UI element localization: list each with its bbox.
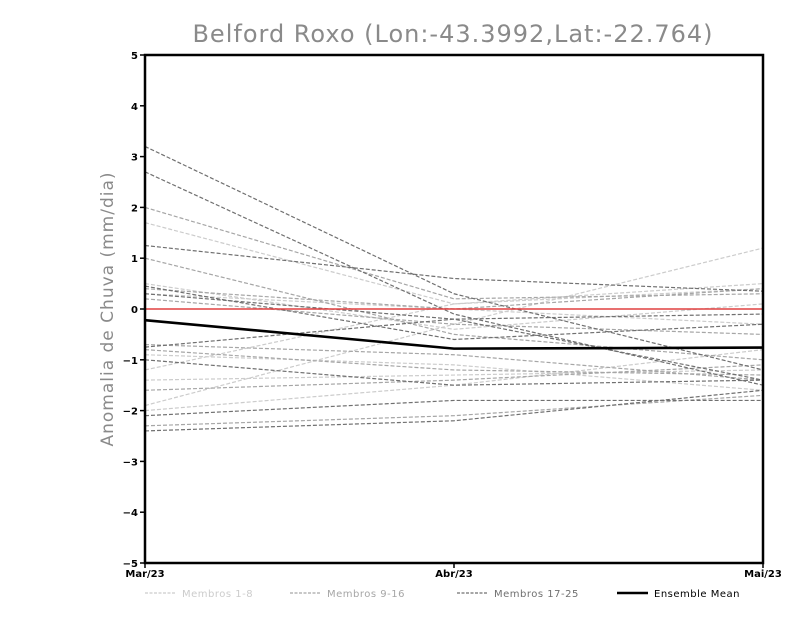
y-tick-label: −3	[123, 457, 138, 468]
member-line-g3-9	[144, 293, 764, 381]
y-tick-label: −4	[123, 508, 138, 519]
x-tick-label: Mar/23	[125, 569, 164, 580]
member-line-g3-3	[144, 244, 764, 292]
y-tick-label: −2	[123, 407, 138, 418]
member-line-g3-7	[144, 399, 763, 417]
member-line-g3-2	[144, 171, 764, 386]
y-tick-label: 2	[131, 203, 138, 214]
legend-label: Ensemble Mean	[654, 589, 740, 600]
member-line-g2-7	[144, 349, 764, 376]
member-line-g2-1	[144, 206, 764, 300]
y-tick-label: 4	[131, 102, 138, 113]
x-tick-label: Abr/23	[435, 569, 472, 580]
y-axis-label: Anomalia de Chuva (mm/dia)	[98, 171, 118, 446]
ensemble-mean-line	[144, 318, 764, 350]
legend-label: Membros 9-16	[327, 589, 405, 600]
member-line-g1-6	[144, 354, 764, 391]
x-tick-label: Mai/23	[744, 569, 782, 580]
member-line-g2-4	[144, 364, 764, 391]
member-line-g2-3	[144, 343, 764, 381]
legend-label: Membros 1-8	[182, 589, 253, 600]
legend: Membros 1-8 Membros 9-16 Membros 17-25 Ense…	[145, 589, 740, 600]
y-tick-label: 3	[131, 153, 138, 164]
chart-title: Belford Roxo (Lon:-43.3992,Lat:-22.764)	[192, 20, 713, 48]
member-line-g3-1	[144, 145, 764, 371]
member-line-g3-8	[144, 313, 764, 348]
legend-label: Membros 17-25	[494, 589, 579, 600]
y-tick-label: −1	[123, 356, 138, 367]
member-line-g2-2	[144, 257, 764, 361]
member-line-g2-5	[144, 298, 764, 335]
member-line-g2-6	[144, 394, 764, 427]
y-tick-label: −5	[123, 559, 138, 570]
member-line-g1-1	[144, 247, 764, 407]
member-line-g1-3	[144, 369, 764, 381]
plot-area	[140, 53, 765, 568]
member-line-g3-6	[144, 285, 764, 341]
member-line-g3-5	[144, 359, 764, 386]
y-tick-label: 0	[131, 305, 138, 316]
member-line-g1-5	[144, 349, 764, 412]
member-line-g1-7	[144, 283, 764, 330]
y-tick-label: 5	[131, 51, 138, 62]
member-line-g3-4	[144, 389, 764, 432]
y-tick-label: 1	[131, 254, 138, 265]
